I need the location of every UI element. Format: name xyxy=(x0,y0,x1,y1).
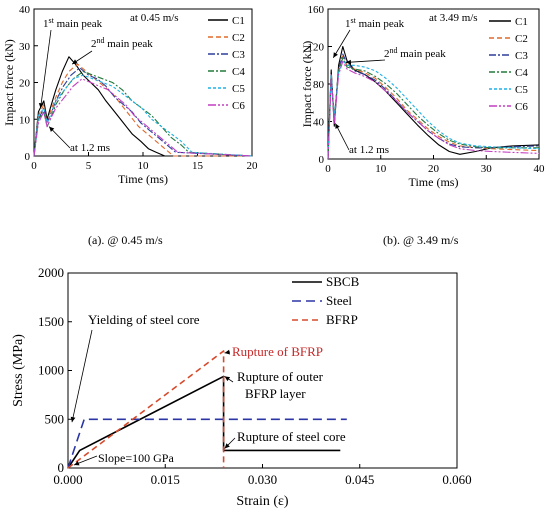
y-tick-label-a: 30 xyxy=(19,41,31,53)
arrow-yield-c xyxy=(71,329,93,423)
x-tick-label-b: 20 xyxy=(428,163,440,175)
x-tick-label-a: 15 xyxy=(192,160,204,172)
y-tick-label-c: 0 xyxy=(58,460,65,475)
y-tick-label-b: 0 xyxy=(319,154,325,166)
annotation-peak1-a: 1st main peak xyxy=(43,16,103,30)
x-tick-label-b: 30 xyxy=(481,163,493,175)
series-line-steel-c xyxy=(67,418,347,469)
x-tick-label-c: 0.045 xyxy=(345,472,374,487)
y-tick-label-a: 10 xyxy=(19,114,31,126)
y-tick-label-a: 20 xyxy=(19,78,31,90)
legend-label-c3-b: C3 xyxy=(515,50,528,62)
y-axis-label-a: Impact force (kN) xyxy=(2,39,16,126)
annotation-outer-rupture-2-c: BFRP layer xyxy=(245,386,306,401)
legend-label-sbcb-c: SBCB xyxy=(326,274,360,289)
y-axis-label-c: Stress (MPa) xyxy=(11,334,26,407)
arrow-core-rupture-c-head xyxy=(224,443,230,449)
arrow-peak1-b-head xyxy=(333,52,338,58)
series-line-bfrp-c xyxy=(67,350,225,469)
legend-label-c6-b: C6 xyxy=(515,101,528,113)
arrow-outer-rupture-c-head xyxy=(224,376,231,382)
y-tick-label-c: 2000 xyxy=(38,265,64,280)
speed-label-a: at 0.45 m/s xyxy=(130,12,179,24)
series-line-c4-a xyxy=(33,70,253,157)
series-line-c4-b xyxy=(327,57,539,160)
y-tick-label-b: 160 xyxy=(308,4,325,16)
annotation-core-rupture-c: Rupture of steel core xyxy=(237,429,346,444)
x-tick-label-c: 0.000 xyxy=(53,472,82,487)
series-line-c6-a xyxy=(33,78,253,157)
plot-frame-a xyxy=(33,8,253,157)
x-tick-label-a: 0 xyxy=(31,160,37,172)
plot-frame-b xyxy=(327,8,540,160)
caption-panel-a: (a). @ 0.45 m/s xyxy=(88,233,163,247)
legend-label-c1-b: C1 xyxy=(515,16,528,28)
series-line-c5-a xyxy=(33,74,253,157)
arrow-peak2-b-head xyxy=(345,59,352,65)
series-line-c1-b xyxy=(327,45,540,160)
series-line-c6-b xyxy=(327,60,540,160)
x-axis-label-b: Time (ms) xyxy=(409,175,459,189)
x-axis-label-c: Strain (ε) xyxy=(236,494,288,509)
arrow-yield-c-head xyxy=(70,416,76,423)
x-tick-label-a: 5 xyxy=(86,160,92,172)
annotation-time-b: at 1.2 ms xyxy=(349,144,389,156)
y-tick-label-c: 500 xyxy=(45,411,65,426)
annotation-peak1-b: 1st main peak xyxy=(345,16,405,30)
x-tick-label-b: 0 xyxy=(325,163,331,175)
arrow-peak1-a-head xyxy=(38,102,44,109)
x-tick-label-c: 0.060 xyxy=(442,472,471,487)
annotation-outer-rupture-1-c: Rupture of outer xyxy=(237,369,324,384)
y-tick-label-a: 0 xyxy=(25,151,31,163)
legend-label-c1-a: C1 xyxy=(232,15,245,27)
arrow-time-a-head xyxy=(49,126,55,132)
annotation-yield-c: Yielding of steel core xyxy=(88,312,200,327)
x-axis-label-a: Time (ms) xyxy=(118,172,168,186)
arrow-peak2-a-head xyxy=(72,59,78,65)
arrow-bfrp-rupture-c-head xyxy=(224,349,230,355)
caption-panel-b: (b). @ 3.49 m/s xyxy=(383,233,459,247)
legend-label-c5-b: C5 xyxy=(515,84,528,96)
annotation-peak2-b: 2nd main peak xyxy=(384,46,446,60)
annotation-bfrp-rupture-c: Rupture of BFRP xyxy=(232,344,323,359)
legend-label-c5-a: C5 xyxy=(232,83,245,95)
x-tick-label-c: 0.030 xyxy=(248,472,277,487)
arrow-peak1-a xyxy=(40,29,52,109)
y-tick-label-b: 120 xyxy=(308,42,325,54)
legend-label-bfrp-c: BFRP xyxy=(326,312,358,327)
annotation-peak2-a: 2nd main peak xyxy=(91,36,153,50)
y-tick-label-a: 40 xyxy=(19,4,31,16)
arrow-time-b-head xyxy=(335,123,340,129)
y-tick-label-b: 40 xyxy=(313,117,325,129)
legend-label-c2-a: C2 xyxy=(232,32,245,44)
legend-label-steel-c: Steel xyxy=(326,293,352,308)
arrow-slope-c-head xyxy=(74,460,80,466)
series-line-c5-b xyxy=(327,60,540,160)
x-tick-label-c: 0.015 xyxy=(151,472,180,487)
legend-label-c4-b: C4 xyxy=(515,67,528,79)
legend-label-c2-b: C2 xyxy=(515,33,528,45)
annotation-time-a: at 1.2 ms xyxy=(70,142,110,154)
legend-label-c6-a: C6 xyxy=(232,100,245,112)
y-tick-label-b: 80 xyxy=(313,79,325,91)
annotation-slope-c: Slope=100 GPa xyxy=(98,451,174,465)
y-tick-label-c: 1500 xyxy=(38,314,64,329)
y-tick-label-c: 1000 xyxy=(38,363,64,378)
arrow-peak2-b xyxy=(345,59,386,63)
arrow-peak1-b xyxy=(332,29,351,58)
series-line-c2-b xyxy=(327,55,540,160)
x-tick-label-a: 20 xyxy=(247,160,259,172)
y-axis-label-b: Impact force (kN) xyxy=(300,41,314,128)
x-tick-label-b: 10 xyxy=(375,163,387,175)
x-tick-label-a: 10 xyxy=(138,160,150,172)
speed-label-b: at 3.49 m/s xyxy=(429,12,478,24)
legend-label-c4-a: C4 xyxy=(232,66,245,78)
x-tick-label-b: 40 xyxy=(534,163,546,175)
legend-label-c3-a: C3 xyxy=(232,49,245,61)
series-line-c1-a xyxy=(33,56,252,157)
